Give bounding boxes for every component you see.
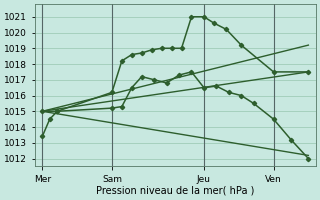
X-axis label: Pression niveau de la mer( hPa ): Pression niveau de la mer( hPa )	[96, 186, 254, 196]
